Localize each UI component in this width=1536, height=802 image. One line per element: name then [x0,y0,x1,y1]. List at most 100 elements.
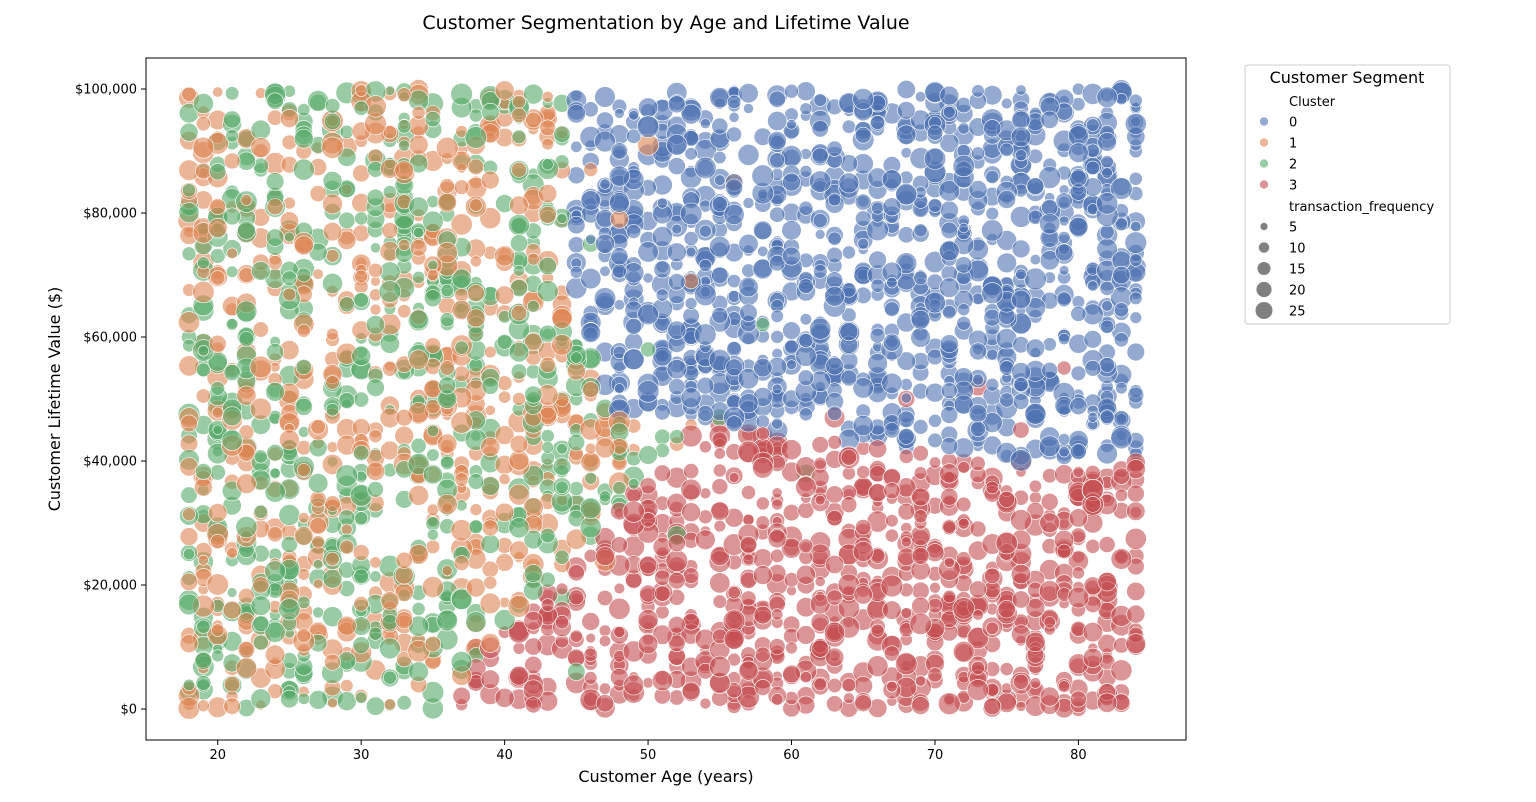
data-point [381,613,399,631]
data-point [598,682,612,695]
data-point [509,540,529,561]
data-point [1069,397,1088,416]
data-point [236,473,257,494]
data-point [340,523,353,536]
data-point [596,111,614,130]
data-point [680,103,702,125]
data-point [465,611,487,633]
data-point [769,152,786,169]
data-point [252,576,270,594]
data-point [685,246,697,258]
data-point [266,92,284,110]
data-point [312,578,324,590]
data-point [667,157,686,176]
data-point [278,504,301,526]
data-point [250,137,272,158]
data-point [638,97,659,118]
data-point [595,233,615,254]
data-point [235,657,257,679]
data-point [654,404,671,421]
x-axis-title: Customer Age (years) [578,767,753,786]
data-point [1058,446,1070,458]
data-point [981,219,1004,242]
data-point [970,660,985,675]
legend-size-label: 5 [1289,221,1297,236]
data-point [924,291,946,314]
data-point [940,405,959,424]
data-point [524,637,543,656]
data-point [1012,393,1030,410]
data-point [771,383,783,395]
data-point [1010,563,1032,585]
data-point [226,247,238,260]
data-point [824,647,845,667]
data-point [997,600,1016,619]
data-point [338,211,356,229]
data-point [1112,467,1130,485]
data-point [652,226,673,248]
data-point [955,96,972,114]
data-point [912,445,929,462]
data-point [383,698,396,711]
data-point [396,695,412,711]
data-point [652,346,673,367]
data-point [1068,508,1088,528]
data-point [236,385,257,406]
y-tick-label: $100,000 [75,83,137,98]
data-point [952,154,975,178]
data-point [579,497,602,520]
data-point [195,116,211,132]
data-point [622,500,645,523]
data-point [1056,291,1072,307]
legend-swatch [1259,158,1269,169]
legend-swatch [1259,179,1269,190]
data-point [513,264,525,277]
data-point [408,196,429,217]
data-point [422,464,443,485]
data-point [408,485,429,506]
data-point [212,424,223,435]
data-point [700,118,711,129]
data-point [312,606,324,619]
data-point [768,90,786,108]
data-point [883,482,901,500]
data-point [952,597,975,620]
legend-title: Customer Segment [1270,68,1425,87]
data-point [1082,621,1103,643]
data-point [267,526,284,543]
data-point [568,589,585,606]
data-point [1084,359,1102,377]
data-point [985,621,999,635]
data-point [566,104,586,124]
data-point [796,81,816,101]
data-point [737,368,760,390]
data-point [882,197,902,217]
legend-size-label: 15 [1289,263,1306,278]
data-point [1096,442,1118,465]
data-point [569,629,583,643]
data-point [250,261,271,281]
data-point [296,463,311,477]
data-point [827,192,842,207]
data-point [480,436,501,457]
data-point [824,285,845,307]
data-point [827,434,842,450]
data-point [857,237,870,250]
data-point [539,119,557,137]
data-point [680,387,702,409]
data-point [942,305,957,320]
data-point [450,213,473,236]
data-point [738,276,759,298]
data-point [1025,338,1045,358]
data-point [786,359,797,371]
data-point [211,623,225,637]
data-point [799,313,813,326]
data-point [613,626,626,638]
data-point [970,146,985,161]
data-point [1055,243,1074,262]
data-point [524,332,543,352]
data-point [324,495,341,512]
data-point [826,246,843,264]
data-point [311,535,325,549]
